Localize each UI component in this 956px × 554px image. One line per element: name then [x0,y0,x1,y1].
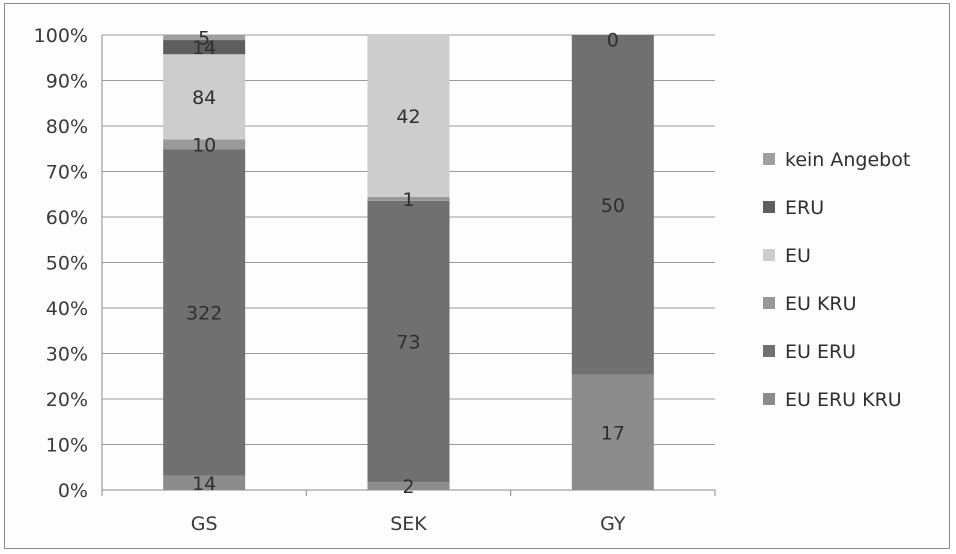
bar-segment [163,139,246,150]
chart-frame: 0% 10% 20% 30% 40% 50% 60% 70% 80% 90% 100% GS SEK GY… [4,3,950,549]
legend-swatch [763,201,775,213]
legend-label: EU ERU [785,341,856,363]
x-tick-label: GS [191,513,218,535]
y-tick-label: 20% [46,389,88,411]
bar-segment [367,200,450,483]
y-tick-label: 10% [46,435,88,457]
y-tick-label: 40% [46,298,88,320]
x-tick-label: GY [600,513,626,535]
legend-swatch [763,393,775,405]
data-label: 14 [192,473,216,495]
bar-segment [367,35,450,197]
legend-label: EU KRU [785,293,857,315]
bar-segment [571,374,654,490]
data-label: 5 [198,28,210,50]
bars [163,35,654,490]
legend-swatch [763,249,775,261]
stacked-bar-chart: 0% 10% 20% 30% 40% 50% 60% 70% 80% 90% 100% GS SEK GY… [34,25,911,535]
y-tick-label: 90% [46,71,88,93]
bar-segment [367,196,450,201]
bar-segment [163,475,246,490]
y-tick-label: 100% [34,25,88,47]
axes: 0% 10% 20% 30% 40% 50% 60% 70% 80% 90% 100% GS SEK GY [34,25,716,535]
legend: kein Angebot ERU EU EU KRU EU ERU EU ERU KRU [763,149,910,411]
data-label: 2 [402,476,414,498]
bar-segment [367,482,450,490]
data-label: 73 [396,332,420,354]
bar-segment [163,149,246,476]
y-tick-label: 60% [46,207,88,229]
data-label: 50 [601,195,625,217]
legend-swatch [763,345,775,357]
bar-segment [163,54,246,140]
legend-swatch [763,297,775,309]
data-label: 17 [601,422,625,444]
bar-segment [163,35,246,41]
y-tick-label: 30% [46,344,88,366]
bar-segment [571,35,654,375]
data-label: 10 [192,134,216,156]
legend-label: ERU [785,197,824,219]
bar-segment [163,40,246,55]
legend-swatch [763,153,775,165]
data-label: 322 [186,303,222,325]
y-tick-label: 0% [58,480,88,502]
x-tick-label: SEK [390,513,427,535]
data-label: 0 [607,30,619,52]
data-label: 1 [402,189,414,211]
y-tick-label: 50% [46,253,88,275]
data-label: 84 [192,87,216,109]
legend-label: kein Angebot [785,149,910,171]
legend-label: EU ERU KRU [785,389,902,411]
data-label: 14 [192,37,216,59]
y-tick-label: 70% [46,162,88,184]
legend-label: EU [785,245,811,267]
y-tick-label: 80% [46,116,88,138]
data-label: 42 [396,106,420,128]
